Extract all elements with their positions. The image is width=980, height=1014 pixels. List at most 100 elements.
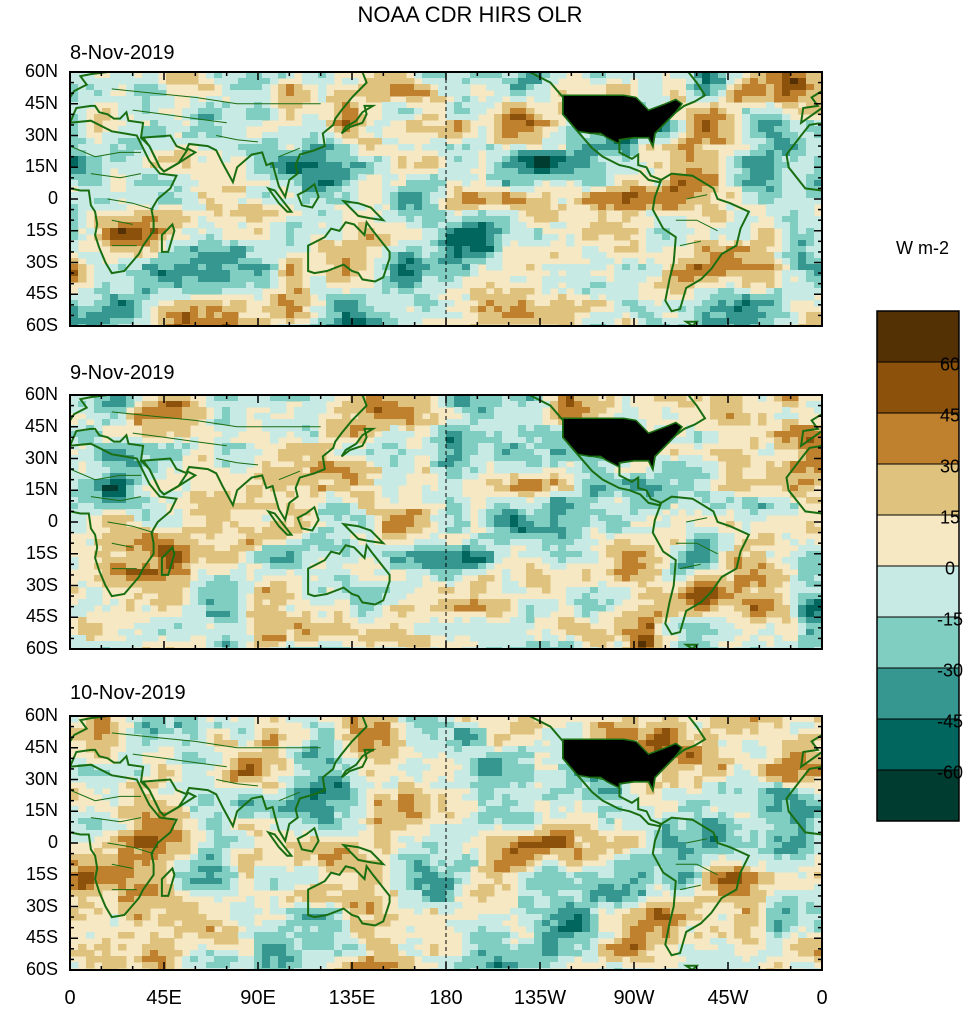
lat-label: 45S — [25, 606, 58, 627]
colorbar-swatch — [876, 514, 960, 567]
coastline-northamerica — [471, 716, 707, 828]
coastline-africa — [70, 763, 179, 919]
lat-label: 30N — [24, 768, 58, 789]
lat-label: 60N — [24, 384, 58, 404]
coastline-sumatra — [265, 509, 294, 536]
border-line — [90, 496, 142, 502]
coastline-borneo — [296, 826, 320, 853]
lat-label: 60N — [24, 61, 58, 81]
lat-label: 45S — [25, 283, 58, 304]
coastline-newguinea — [340, 522, 387, 545]
lat-label: 30N — [24, 124, 58, 145]
lat-label: 60S — [25, 959, 58, 979]
usa-fill — [562, 417, 684, 472]
border-line — [675, 542, 718, 555]
coastline-borneo — [296, 182, 320, 209]
coastline-madagascar — [160, 545, 176, 576]
coastline-newguinea — [340, 199, 387, 222]
colorbar-units: W m-2 — [896, 238, 949, 258]
coastline-africa — [70, 119, 179, 275]
coastlines — [70, 716, 822, 970]
coastline-newguinea — [340, 843, 387, 866]
lat-label: 60S — [25, 638, 58, 658]
coastline-northamerica — [471, 395, 707, 507]
lat-label: 0 — [47, 511, 58, 531]
coastline-antarctica_pen — [682, 964, 700, 970]
lat-label: 15S — [25, 219, 58, 240]
border-line — [686, 838, 708, 844]
lat-label: 30N — [24, 447, 58, 468]
border-line — [107, 521, 154, 534]
coastline-madagascar — [160, 222, 176, 253]
lat-label: 60N — [24, 705, 58, 725]
panel-2-date: 9-Nov-2019 — [70, 362, 175, 384]
lat-label: 15N — [24, 479, 58, 500]
coastline-australia — [307, 542, 391, 606]
coastline-japan — [340, 104, 377, 135]
coastline-southamerica — [651, 816, 751, 957]
lat-label: 15N — [24, 800, 58, 821]
colorbar-swatch — [876, 616, 960, 669]
coastline-arabia — [141, 134, 189, 173]
border-line — [675, 863, 718, 876]
lat-label: 0 — [47, 832, 58, 852]
border-line — [686, 194, 708, 200]
lat-label: 45S — [25, 927, 58, 948]
map-panel-2 — [69, 394, 823, 650]
coastline-antarctica_pen — [682, 643, 700, 649]
lon-label-90w: 90W — [613, 987, 655, 1009]
border-line — [216, 135, 259, 143]
border-line — [686, 517, 708, 523]
coastline-northamerica — [471, 72, 707, 184]
colorbar-frame — [876, 310, 960, 822]
lat-label: 30S — [25, 574, 58, 595]
coastline-borneo — [296, 505, 320, 532]
colorbar-swatch — [876, 565, 960, 618]
colorbar-swatch — [876, 310, 960, 363]
lat-label: 15S — [25, 863, 58, 884]
usa-fill — [562, 738, 684, 793]
coastline-madagascar — [160, 866, 176, 897]
colorbar-label: 30 — [939, 456, 961, 477]
border-line — [111, 411, 321, 428]
border-line — [679, 240, 701, 247]
border-line — [70, 468, 141, 481]
border-line — [216, 458, 259, 466]
coastline-eurasia — [70, 716, 368, 844]
border-line — [675, 219, 718, 232]
coastline-eurasia — [70, 395, 368, 523]
coastlines — [70, 395, 822, 649]
border-line — [679, 563, 701, 570]
colorbar-swatch — [876, 769, 960, 822]
border-line — [278, 147, 300, 158]
map-panel-3 — [69, 715, 823, 971]
border-line — [90, 173, 142, 179]
lat-label: 0 — [47, 188, 58, 208]
lat-label: 45N — [24, 415, 58, 436]
lat-label: 45N — [24, 736, 58, 757]
colorbar-label: -30 — [936, 660, 964, 681]
colorbar-label: 60 — [939, 354, 961, 375]
colorbar-label: 45 — [939, 405, 961, 426]
lat-label: 45N — [24, 92, 58, 113]
panel-3-date: 10-Nov-2019 — [70, 682, 186, 704]
colorbar-label: 15 — [939, 507, 961, 528]
lon-label-180: 180 — [429, 987, 463, 1009]
colorbar-label: -60 — [936, 762, 964, 783]
coastline-japan — [340, 427, 377, 458]
border-line — [111, 863, 133, 869]
lat-label: 15N — [24, 156, 58, 177]
border-line — [111, 219, 133, 225]
lon-label-135e: 135E — [328, 987, 376, 1009]
lon-label-0: 0 — [64, 987, 76, 1009]
border-line — [679, 884, 701, 891]
colorbar-label: -45 — [936, 711, 964, 732]
coastline-australia — [307, 219, 391, 283]
lat-label: 30S — [25, 895, 58, 916]
usa-fill — [562, 94, 684, 149]
coastline-antarctica_pen — [682, 320, 700, 326]
coastline-japan — [340, 748, 377, 779]
lon-label-90e: 90E — [240, 987, 276, 1009]
border-line — [132, 432, 227, 447]
coastline-africa — [70, 442, 179, 598]
